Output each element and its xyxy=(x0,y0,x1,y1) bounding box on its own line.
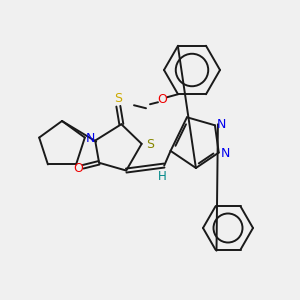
Text: N: N xyxy=(217,118,226,131)
Text: O: O xyxy=(157,93,167,106)
Text: S: S xyxy=(146,138,154,151)
Text: O: O xyxy=(73,162,83,175)
Text: S: S xyxy=(114,92,122,105)
Text: N: N xyxy=(221,147,230,160)
Text: H: H xyxy=(158,170,167,183)
Text: N: N xyxy=(85,132,95,145)
